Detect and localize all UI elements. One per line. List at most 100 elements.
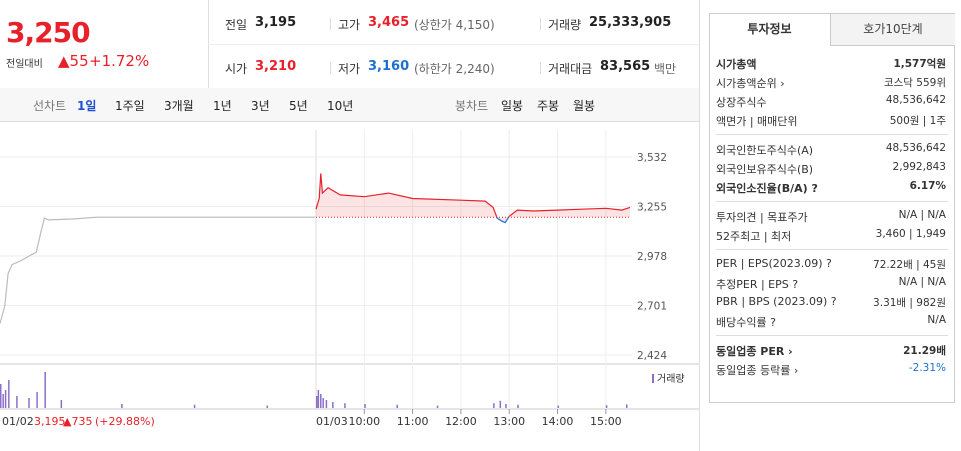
range-tab[interactable]: 1년: [213, 99, 232, 113]
volume-bar: [36, 392, 38, 408]
volume-bar: [517, 404, 519, 408]
divider: [208, 44, 699, 45]
quote-label: 거래대금: [548, 62, 593, 76]
volume-bar: [193, 404, 196, 408]
tab-label: 봉차트: [455, 99, 489, 113]
volume-bar: [317, 390, 320, 408]
info-row: 배당수익률 ? N/A: [716, 314, 946, 332]
info-value: 1,577억원: [893, 58, 946, 70]
range-tab[interactable]: 5년: [289, 99, 308, 113]
volume-bar: [8, 380, 10, 408]
date: 01/02: [2, 415, 34, 428]
candle-tab[interactable]: 월봉: [573, 99, 596, 113]
x-tick-label: 12:00: [445, 415, 477, 428]
info-row: 액면가 | 매매단위 500원 | 1주: [716, 113, 946, 131]
date: 01/03: [316, 415, 348, 428]
volume-bar: [316, 396, 318, 408]
rate: (+29.88%): [95, 415, 155, 428]
separator: [330, 18, 331, 30]
info-label: 시가총액: [716, 58, 757, 71]
info-value: N/A | N/A: [898, 276, 946, 288]
volume-bar: [2, 394, 4, 408]
info-label: 외국인소진율(B/A) ?: [716, 182, 818, 195]
info-value: 3,460 | 1,949: [875, 228, 946, 240]
volume-bar: [344, 403, 346, 408]
candle-tab[interactable]: 일봉: [501, 99, 524, 113]
quote-value: 3,465: [368, 15, 410, 30]
volume-bar: [493, 403, 495, 408]
separator: [540, 18, 541, 30]
info-row: PBR | BPS (2023.09) ? 3.31배 | 982원: [716, 295, 946, 313]
y-tick-label: 2,978: [637, 251, 667, 263]
info-label: 시가총액순위 ›: [716, 77, 785, 90]
panel-tab[interactable]: 투자정보: [710, 14, 829, 46]
info-value: 72.22배 | 45원: [873, 259, 946, 271]
legend-label: 거래량: [657, 373, 685, 385]
volume-bar: [320, 394, 322, 408]
separator: [716, 335, 948, 336]
info-row: 외국인보유주식수(B) 2,992,843: [716, 161, 946, 179]
info-row: 동일업종 등락률 › -2.31%: [716, 362, 946, 380]
info-value: 2,992,843: [892, 161, 946, 173]
info-label: 52주최고 | 최저: [716, 230, 792, 243]
info-label: PBR | BPS (2023.09) ?: [716, 295, 837, 308]
range-tab[interactable]: 1일: [77, 99, 97, 113]
rate: +1.72%: [89, 52, 150, 70]
volume-bar: [16, 396, 18, 408]
info-label: 동일업종 등락률 ›: [716, 364, 799, 377]
quote-value: 3,195: [255, 15, 297, 30]
info-value: 48,536,642: [885, 142, 946, 154]
price: 3,250: [6, 16, 91, 49]
y-tick-label: 3,532: [637, 152, 667, 164]
volume-bar: [0, 384, 2, 408]
info-value: 코스닥 559위: [883, 77, 946, 89]
info-label: 상장주식수: [716, 96, 767, 109]
candle-tab[interactable]: 주봉: [537, 99, 560, 113]
change: ▲735: [63, 415, 92, 428]
info-value: -2.31%: [908, 362, 946, 374]
price-line: [315, 173, 631, 218]
info-value: 6.17%: [909, 180, 946, 192]
info-value: 21.29배: [903, 345, 946, 357]
volume-bar: [605, 405, 608, 408]
separator: [716, 134, 948, 135]
x-tick-label: 13:00: [493, 415, 525, 428]
legend-swatch: [652, 374, 654, 383]
quote-value: 83,565: [600, 59, 651, 74]
volume-bar: [364, 404, 366, 408]
panel-tab[interactable]: 호가10단계: [830, 14, 955, 46]
tab-bar: [0, 88, 699, 122]
separator: [716, 201, 948, 202]
area: [316, 173, 630, 223]
volume-bar: [396, 404, 399, 408]
quote-extra: (하한가 2,240): [414, 62, 495, 76]
range-tab[interactable]: 1주일: [115, 99, 145, 113]
volume-bar: [44, 372, 46, 408]
volume-bar: [557, 405, 560, 408]
y-tick-label: 2,424: [637, 350, 667, 362]
info-label: PER | EPS(2023.09) ?: [716, 257, 832, 270]
range-tab[interactable]: 3개월: [164, 99, 194, 113]
quote-label: 거래량: [548, 18, 582, 32]
x-tick-label: 14:00: [542, 415, 574, 428]
info-value: 3.31배 | 982원: [873, 297, 946, 309]
info-label: 외국인한도주식수(A): [716, 144, 814, 157]
volume-bar: [625, 404, 628, 408]
quote-area: 3,250 전일대비 ▲55 +1.72% 전일 3,195 고가 3,465 (상한가…: [0, 0, 700, 451]
info-label: 액면가 | 매매단위: [716, 115, 798, 128]
price-line: [0, 216, 315, 324]
info-row: 상장주식수 48,536,642: [716, 94, 946, 112]
volume-bar: [436, 405, 439, 408]
info-row: 시가총액 1,577억원: [716, 56, 946, 74]
info-label: 외국인보유주식수(B): [716, 163, 814, 176]
info-value: 48,536,642: [885, 94, 946, 106]
range-tab[interactable]: 10년: [327, 99, 354, 113]
range-tab[interactable]: 3년: [251, 99, 270, 113]
quote-value: 3,210: [255, 59, 297, 74]
info-label: 배당수익률 ?: [716, 316, 776, 329]
quote-label: 저가: [338, 62, 361, 76]
quote-label: 시가: [225, 62, 248, 76]
volume-bar: [499, 400, 502, 408]
separator: [716, 249, 948, 250]
